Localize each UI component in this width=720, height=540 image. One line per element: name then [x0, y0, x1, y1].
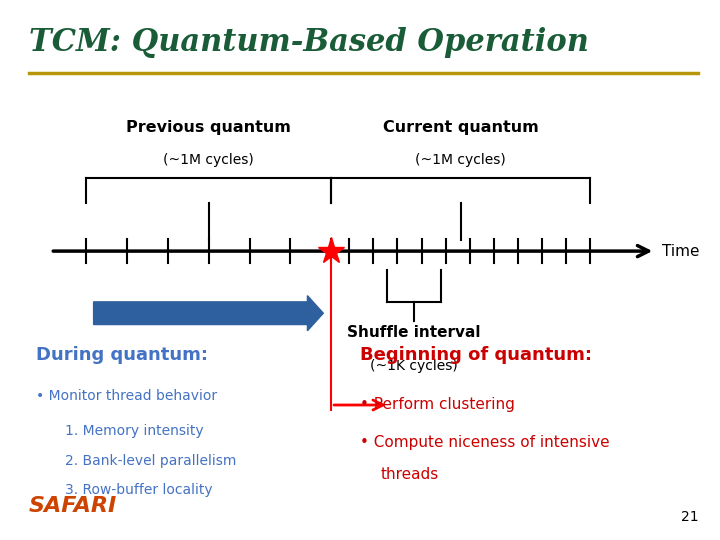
- Text: 2. Bank-level parallelism: 2. Bank-level parallelism: [65, 454, 236, 468]
- Text: • Compute niceness of intensive: • Compute niceness of intensive: [360, 435, 610, 450]
- Text: threads: threads: [380, 467, 438, 482]
- Text: (~1M cycles): (~1M cycles): [415, 153, 506, 167]
- Text: • Perform clustering: • Perform clustering: [360, 397, 515, 412]
- FancyArrow shape: [94, 296, 323, 330]
- Text: TCM: Quantum-Based Operation: TCM: Quantum-Based Operation: [29, 27, 589, 58]
- Text: Previous quantum: Previous quantum: [127, 120, 291, 135]
- Text: SAFARI: SAFARI: [29, 496, 117, 516]
- Text: 1. Memory intensity: 1. Memory intensity: [65, 424, 204, 438]
- Text: (~1M cycles): (~1M cycles): [163, 153, 254, 167]
- Text: During quantum:: During quantum:: [36, 346, 208, 363]
- Text: Current quantum: Current quantum: [383, 120, 539, 135]
- Text: (~1K cycles): (~1K cycles): [370, 359, 458, 373]
- Text: Shuffle interval: Shuffle interval: [347, 325, 481, 340]
- Text: Beginning of quantum:: Beginning of quantum:: [360, 346, 592, 363]
- Text: 21: 21: [681, 510, 698, 524]
- Text: Time: Time: [662, 244, 700, 259]
- Text: • Monitor thread behavior: • Monitor thread behavior: [36, 389, 217, 403]
- Text: 3. Row-buffer locality: 3. Row-buffer locality: [65, 483, 212, 497]
